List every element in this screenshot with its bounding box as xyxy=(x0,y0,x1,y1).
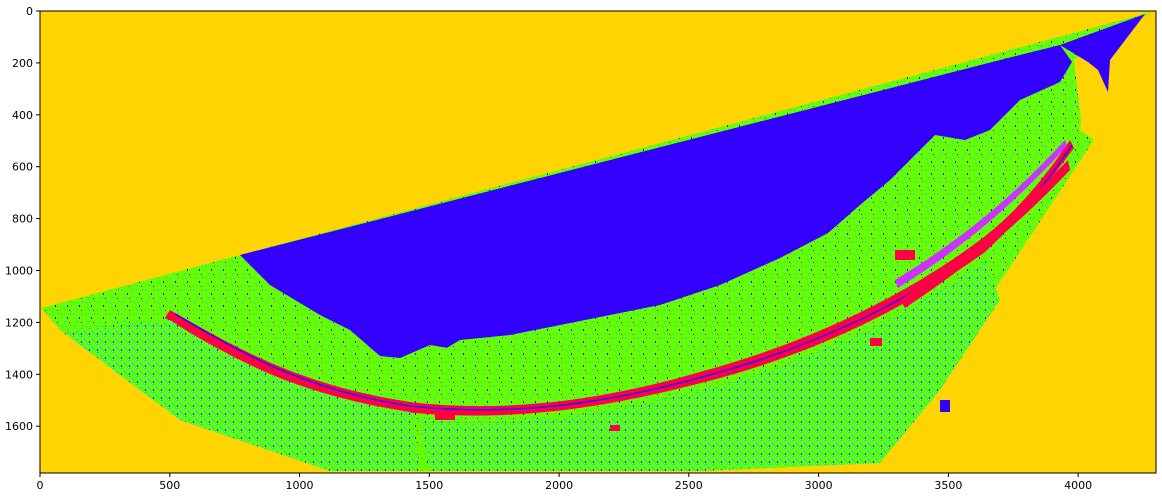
x-tick-label: 500 xyxy=(159,479,180,492)
y-tick-label: 0 xyxy=(26,5,33,18)
y-tick-label: 1000 xyxy=(5,265,33,278)
water-top-right xyxy=(1060,14,1145,92)
x-tick-label: 3000 xyxy=(805,479,833,492)
urban-region xyxy=(420,260,1000,471)
y-tick-label: 200 xyxy=(12,57,33,70)
patch xyxy=(940,400,950,412)
x-tick-label: 1000 xyxy=(286,479,314,492)
x-tick-label: 2000 xyxy=(545,479,573,492)
x-tick-label: 1500 xyxy=(415,479,443,492)
y-tick-label: 400 xyxy=(12,109,33,122)
x-tick-label: 2500 xyxy=(675,479,703,492)
levee-secondary xyxy=(900,160,1070,308)
patch xyxy=(435,410,455,420)
patch xyxy=(895,250,915,260)
x-tick-label: 0 xyxy=(37,479,44,492)
y-axis: 0 200 400 600 800 1000 1200 1400 1600 xyxy=(5,5,40,433)
raster-image xyxy=(40,11,1156,473)
x-tick-label: 4000 xyxy=(1064,479,1092,492)
y-tick-label: 1400 xyxy=(5,368,33,381)
y-tick-label: 800 xyxy=(12,213,33,226)
patch xyxy=(870,338,882,346)
y-tick-label: 1600 xyxy=(5,420,33,433)
mixed-strip xyxy=(895,140,1067,288)
water-region xyxy=(240,45,1072,358)
y-tick-label: 600 xyxy=(12,161,33,174)
urban-region-west xyxy=(60,320,420,471)
patch xyxy=(610,425,620,431)
x-tick-label: 3500 xyxy=(934,479,962,492)
x-axis: 0 500 1000 1500 2000 2500 3000 3500 4000 xyxy=(37,473,1092,492)
axes-frame xyxy=(39,10,1157,474)
y-tick-label: 1200 xyxy=(5,316,33,329)
